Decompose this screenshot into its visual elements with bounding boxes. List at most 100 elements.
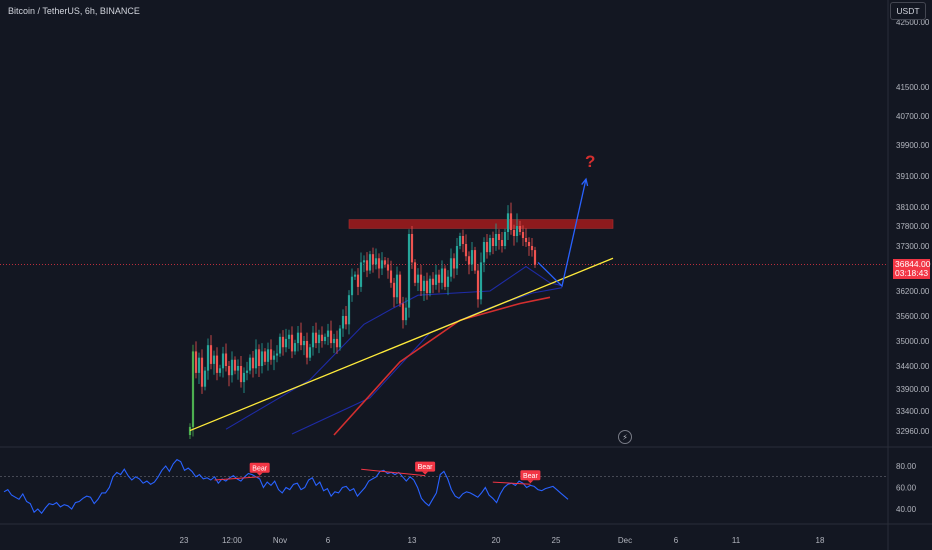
time-tick-label: 11 — [732, 536, 741, 545]
candle-body — [332, 338, 336, 344]
candle-body — [209, 345, 213, 364]
bear-label-box — [520, 470, 541, 481]
candle-body — [380, 260, 384, 269]
candle-body — [386, 264, 390, 271]
candle-body — [488, 238, 492, 253]
candle-body — [278, 336, 282, 354]
candle-body — [329, 330, 333, 344]
candle-body — [188, 426, 192, 435]
bear-label-pointer — [422, 471, 429, 475]
candle-body — [365, 260, 369, 271]
candle-body — [260, 351, 264, 366]
candle-body — [242, 372, 246, 383]
price-tick-label: 36200.00 — [896, 287, 930, 296]
price-tick-label: 35000.00 — [896, 337, 930, 346]
candle-body — [344, 316, 348, 325]
candle-body — [314, 332, 318, 344]
candle-body — [341, 316, 345, 329]
price-tick-label: 41500.00 — [896, 83, 930, 92]
candle-body — [368, 254, 372, 271]
candle-body — [434, 274, 438, 285]
candle-body — [299, 332, 303, 346]
rsi-tick-label: 80.00 — [896, 462, 917, 471]
candle-body — [254, 349, 258, 369]
candle-body — [212, 355, 216, 364]
candle-body — [305, 341, 309, 358]
candle-body — [416, 274, 420, 283]
candle-body — [392, 282, 396, 298]
candle-body — [293, 343, 297, 352]
candle-body — [359, 262, 363, 287]
candle-body — [335, 338, 339, 348]
candle-body — [311, 332, 315, 348]
question-mark-annotation: ? — [585, 152, 595, 171]
lightning-icon[interactable]: ⚡ — [618, 430, 632, 444]
candle-body — [404, 307, 408, 321]
candle-body — [284, 338, 288, 348]
candle-body — [485, 242, 489, 253]
candle-body — [236, 366, 240, 371]
candle-body — [458, 236, 462, 246]
projection-path — [537, 178, 587, 288]
candle-body — [410, 234, 414, 263]
price-tick-label: 42500.00 — [896, 18, 930, 27]
candle-body — [374, 258, 378, 265]
rsi-tick-label: 40.00 — [896, 505, 917, 514]
price-tick-label: 38100.00 — [896, 203, 930, 212]
time-tick-label: 6 — [674, 536, 679, 545]
currency-button[interactable]: USDT — [890, 2, 926, 20]
candle-body — [197, 357, 201, 373]
bear-label-text: Bear — [252, 465, 267, 472]
time-tick-label: 25 — [552, 536, 561, 545]
candle-body — [479, 262, 483, 300]
chart-title: Bitcoin / TetherUS, 6h, BINANCE — [8, 6, 140, 16]
price-tick-label: 35600.00 — [896, 312, 930, 321]
candle-body — [464, 244, 468, 257]
candle-body — [194, 351, 198, 373]
candle-body — [215, 355, 219, 373]
candle-body — [506, 213, 510, 232]
rsi-line — [3, 458, 569, 515]
candle-body — [281, 336, 285, 348]
candle-body — [239, 366, 243, 383]
candle-body — [518, 226, 522, 232]
candle-body — [275, 353, 279, 356]
candle-body — [245, 370, 249, 373]
candle-body — [230, 359, 234, 376]
candle-body — [443, 268, 447, 287]
candle-body — [530, 246, 534, 251]
price-tick-label: 37300.00 — [896, 242, 930, 251]
candle-body — [431, 278, 435, 285]
candle-body — [203, 370, 207, 387]
candle-body — [461, 236, 465, 244]
bear-label-pointer — [527, 480, 534, 484]
moving-average-1 — [225, 265, 563, 430]
candle-body — [494, 234, 498, 246]
candle-body — [269, 349, 273, 360]
candle-body — [302, 341, 306, 346]
bear-label-pointer — [256, 472, 263, 476]
bear-label-text: Bear — [523, 473, 538, 480]
candle-body — [383, 260, 387, 265]
price-tick-label: 33900.00 — [896, 385, 930, 394]
last-price-badge: 36844.00 03:18:43 — [893, 259, 930, 279]
candle-body — [395, 274, 399, 298]
last-price-value: 36844.00 — [895, 259, 931, 269]
candle-body — [317, 334, 321, 344]
time-tick-label: 23 — [180, 536, 189, 545]
price-tick-label: 37800.00 — [896, 222, 930, 231]
candle-body — [482, 242, 486, 263]
candle-body — [473, 250, 477, 271]
candle-body — [251, 357, 255, 369]
candle-body — [419, 274, 423, 291]
candle-body — [356, 274, 360, 287]
candle-body — [533, 250, 537, 265]
candle-body — [377, 258, 381, 269]
rsi-tick-label: 60.00 — [896, 484, 917, 493]
time-tick-label: 12:00 — [222, 536, 243, 545]
bear-label-box — [415, 461, 436, 472]
price-tick-label: 40700.00 — [896, 112, 930, 121]
candle-body — [218, 368, 222, 373]
